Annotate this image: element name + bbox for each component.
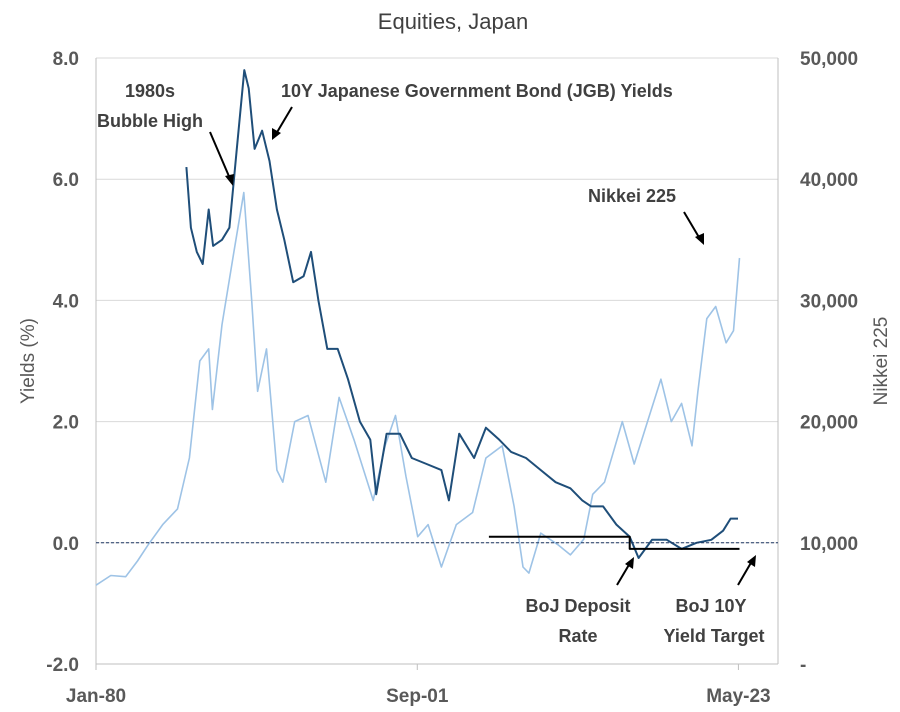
- series-line-boj-deposit: [488, 535, 740, 550]
- annotation-boj-target-line1: BoJ 10Y: [675, 596, 746, 616]
- annotation-nikkei-arrowhead: [695, 233, 704, 245]
- x-tick-label: May-23: [706, 686, 770, 707]
- y-tick-label: 8.0: [53, 49, 79, 70]
- y2-tick-label: 30,000: [800, 291, 858, 312]
- annotation-boj-deposit-line2: Rate: [558, 626, 597, 646]
- annotation-bubble-high-arrow: [209, 131, 232, 182]
- annotation-jgb-arrow: [275, 106, 293, 135]
- x-tick-labels: Jan-80 Sep-01 May-23: [66, 664, 771, 707]
- x-tick-label: Jan-80: [66, 686, 126, 707]
- annotation-boj-target-arrowhead: [747, 555, 756, 567]
- series-layer: [95, 69, 741, 586]
- y-tick-label: 6.0: [53, 170, 79, 191]
- y2-tick-label: 50,000: [800, 49, 858, 70]
- gridlines: [96, 57, 778, 544]
- annotation-boj-target-line2: Yield Target: [663, 626, 764, 646]
- annotation-boj-deposit-arrowhead: [625, 557, 634, 569]
- annotation-bubble-high-line1: 1980s: [125, 81, 175, 101]
- y-tick-label: 4.0: [53, 291, 79, 312]
- y2-axis-label: Nikkei 225: [871, 317, 892, 406]
- annotation-bubble-high-line2: Bubble High: [97, 111, 203, 131]
- y2-tick-label: -: [800, 655, 806, 676]
- right-tick-labels: - 10,000 20,000 30,000 40,000 50,000: [800, 49, 858, 676]
- x-tick-label: Sep-01: [386, 686, 449, 707]
- y-tick-label: 2.0: [53, 413, 79, 434]
- left-tick-labels: -2.0 0.0 2.0 4.0 6.0 8.0: [46, 49, 79, 676]
- annotation-boj-target-arrow: [737, 560, 753, 586]
- annotation-bubble-high-arrowhead: [225, 174, 234, 186]
- annotation-boj-deposit-line1: BoJ Deposit: [525, 596, 630, 616]
- annotation-nikkei-text: Nikkei 225: [588, 186, 676, 206]
- y-tick-label: 0.0: [53, 534, 79, 555]
- y2-tick-label: 20,000: [800, 413, 858, 434]
- annotation-jgb-arrowhead: [272, 128, 281, 140]
- annotation-boj-target: BoJ 10Y Yield Target: [663, 555, 765, 646]
- y-axis-label: Yields (%): [18, 318, 39, 404]
- y2-tick-label: 10,000: [800, 534, 858, 555]
- annotation-boj-deposit: BoJ Deposit Rate: [525, 557, 634, 646]
- annotation-bubble-high: 1980s Bubble High: [97, 81, 234, 186]
- series-line-nikkei: [95, 191, 741, 586]
- annotation-nikkei: Nikkei 225: [588, 186, 704, 245]
- y-tick-label: -2.0: [46, 655, 79, 676]
- annotation-jgb-text: 10Y Japanese Government Bond (JGB) Yield…: [281, 81, 673, 101]
- annotation-boj-deposit-arrow: [616, 562, 631, 586]
- chart-title: Equities, Japan: [378, 9, 528, 34]
- annotation-nikkei-arrow: [683, 211, 701, 240]
- annotation-jgb: 10Y Japanese Government Bond (JGB) Yield…: [272, 81, 673, 140]
- y2-tick-label: 40,000: [800, 170, 858, 191]
- series-line-jgb: [185, 69, 738, 559]
